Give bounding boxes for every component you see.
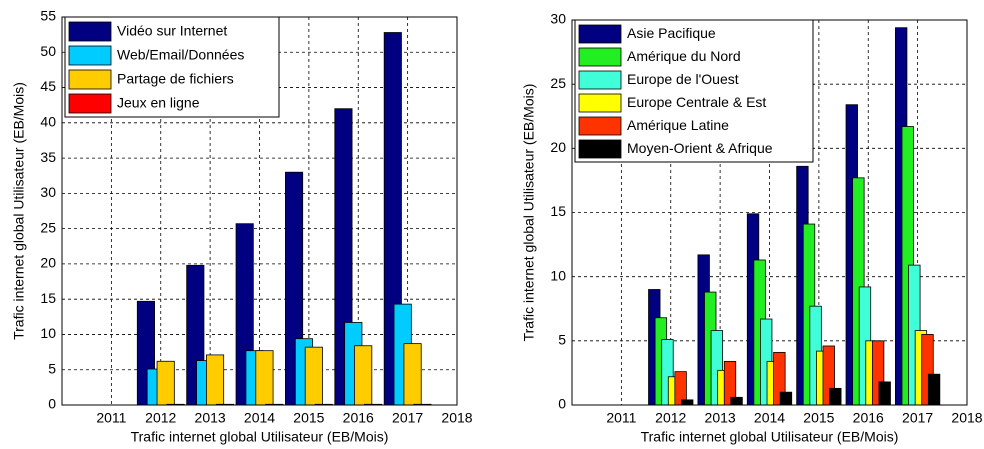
bar bbox=[304, 346, 323, 406]
y-tick-label: 25 bbox=[550, 75, 566, 91]
bar bbox=[927, 373, 941, 406]
legend-swatch bbox=[68, 21, 112, 42]
bar bbox=[829, 387, 842, 406]
bar bbox=[878, 381, 891, 406]
legend-swatch bbox=[68, 69, 112, 90]
legend-label: Moyen-Orient & Afrique bbox=[627, 140, 773, 156]
y-axis-label: Trafic internet global Utilisateur (EB/M… bbox=[521, 84, 537, 342]
y-tick-label: 40 bbox=[40, 114, 56, 130]
y-tick-label: 35 bbox=[40, 149, 56, 165]
legend bbox=[574, 19, 814, 163]
y-tick-label: 5 bbox=[558, 332, 566, 348]
legend-label: Asie Pacifique bbox=[627, 25, 716, 41]
y-tick-label: 30 bbox=[550, 11, 566, 27]
legend-label: Partage de fichiers bbox=[117, 71, 234, 87]
x-tick-label: 2016 bbox=[343, 410, 374, 426]
x-axis-label: Trafic internet global Utilisateur (EB/M… bbox=[131, 429, 389, 445]
legend-swatch bbox=[578, 139, 622, 159]
bar bbox=[156, 360, 175, 406]
y-tick-label: 5 bbox=[48, 360, 56, 376]
x-tick-label: 2015 bbox=[803, 410, 834, 426]
x-tick-label: 2016 bbox=[853, 410, 884, 426]
legend-swatch bbox=[578, 70, 622, 90]
bar bbox=[255, 350, 274, 406]
legend-swatch bbox=[68, 45, 112, 66]
x-tick-label: 2013 bbox=[705, 410, 736, 426]
legend-swatch bbox=[68, 93, 112, 114]
x-tick-label: 2011 bbox=[96, 410, 126, 426]
y-tick-label: 30 bbox=[40, 184, 56, 200]
legend-label: Amérique du Nord bbox=[627, 48, 741, 64]
x-tick-label: 2011 bbox=[606, 410, 636, 426]
bar bbox=[681, 399, 694, 406]
bar bbox=[730, 396, 743, 406]
legend-label: Web/Email/Données bbox=[117, 47, 244, 63]
y-tick-label: 25 bbox=[40, 219, 56, 235]
x-tick-label: 2017 bbox=[392, 410, 423, 426]
legend-swatch bbox=[578, 24, 622, 44]
legend-label: Europe Centrale & Est bbox=[627, 94, 766, 110]
x-tick-label: 2017 bbox=[902, 410, 933, 426]
y-tick-label: 10 bbox=[40, 325, 56, 341]
bar bbox=[354, 345, 373, 406]
legend-label: Vidéo sur Internet bbox=[117, 23, 227, 39]
y-tick-label: 0 bbox=[558, 396, 566, 412]
legend-label: Europe de l'Ouest bbox=[627, 71, 739, 87]
y-tick-label: 45 bbox=[40, 78, 56, 94]
legend-label: Amérique Latine bbox=[627, 117, 729, 133]
y-tick-label: 55 bbox=[40, 8, 56, 24]
y-axis-label: Trafic internet global Utilisateur (EB/M… bbox=[11, 82, 27, 340]
x-tick-label: 2012 bbox=[655, 410, 686, 426]
x-tick-label: 2014 bbox=[754, 410, 785, 426]
x-tick-label: 2018 bbox=[951, 410, 982, 426]
legend-label: Jeux en ligne bbox=[117, 95, 200, 111]
y-tick-label: 15 bbox=[550, 203, 566, 219]
x-tick-label: 2015 bbox=[293, 410, 324, 426]
bar bbox=[206, 354, 225, 406]
bar bbox=[403, 343, 422, 406]
y-tick-label: 15 bbox=[40, 290, 56, 306]
x-tick-label: 2013 bbox=[195, 410, 226, 426]
y-tick-label: 20 bbox=[550, 139, 566, 155]
y-tick-label: 20 bbox=[40, 255, 56, 271]
y-tick-label: 10 bbox=[550, 267, 566, 283]
bar bbox=[779, 391, 793, 406]
y-tick-label: 50 bbox=[40, 43, 56, 59]
y-tick-label: 0 bbox=[48, 396, 56, 412]
legend-swatch bbox=[578, 47, 622, 67]
x-tick-label: 2014 bbox=[244, 410, 275, 426]
legend-swatch bbox=[578, 116, 622, 136]
x-tick-label: 2018 bbox=[441, 410, 472, 426]
x-tick-label: 2012 bbox=[145, 410, 176, 426]
legend-swatch bbox=[578, 93, 622, 113]
x-axis-label: Trafic internet global Utilisateur (EB/M… bbox=[641, 429, 899, 445]
